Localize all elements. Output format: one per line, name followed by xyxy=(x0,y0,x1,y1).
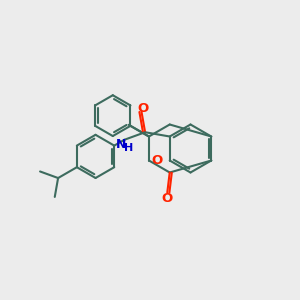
Text: O: O xyxy=(152,154,163,167)
Text: H: H xyxy=(124,143,133,153)
Text: N: N xyxy=(116,138,126,152)
Text: O: O xyxy=(137,101,148,115)
Text: O: O xyxy=(162,192,173,205)
